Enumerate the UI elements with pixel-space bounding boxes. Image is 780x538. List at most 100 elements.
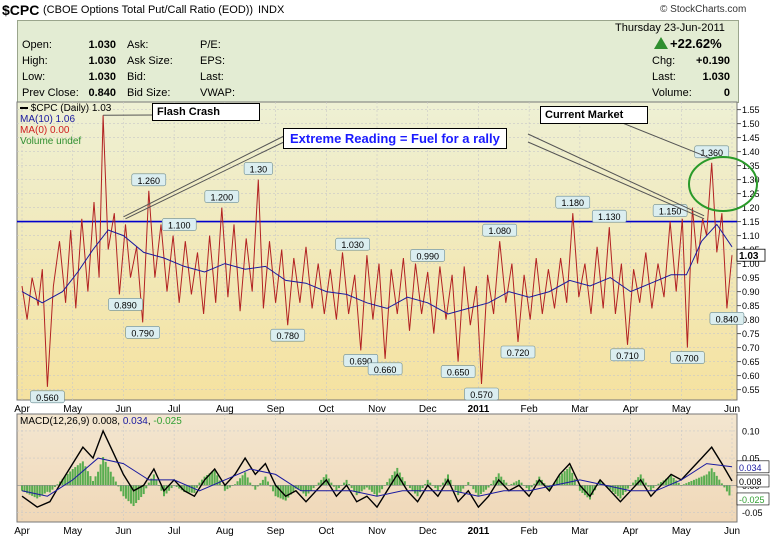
macd-xtick-label: 2011 (468, 526, 490, 537)
macd-histogram-bar (490, 483, 493, 486)
macd-histogram-bar (436, 485, 439, 491)
macd-histogram-bar (332, 485, 335, 487)
macd-line (21, 429, 733, 509)
macd-histogram-bar (578, 485, 581, 491)
price-ytick-label: 1.40 (742, 147, 760, 157)
macd-histogram-bar (459, 485, 462, 492)
flash-crash-callout: Flash Crash (152, 103, 260, 121)
macd-histogram-bar (621, 485, 624, 496)
macd-histogram-bar (444, 478, 447, 486)
eps-label: EPS: (200, 55, 226, 67)
macd-histogram-bar (378, 485, 381, 493)
low-label: Low: (22, 71, 46, 83)
macd-histogram-bar (408, 485, 411, 489)
macd-histogram-bar (670, 475, 673, 486)
macd-histogram-bar (99, 464, 102, 486)
macd-histogram-bar (302, 485, 305, 494)
macd-histogram-bar (355, 485, 358, 496)
macd-histogram-bar (477, 485, 480, 497)
value-label-box (464, 387, 499, 401)
macd-histogram-bar (117, 485, 120, 487)
extreme-pointer-left (125, 139, 289, 220)
macd-histogram-bar (223, 485, 226, 491)
macd-histogram-bar (609, 485, 612, 490)
macd-histogram-bar (492, 480, 495, 486)
macd-histogram-bar (363, 485, 366, 490)
macd-histogram-bar (500, 476, 503, 486)
price-xtick-label: Oct (319, 404, 335, 415)
price-xtick-label: Jun (724, 404, 740, 415)
macd-histogram-bar (454, 485, 457, 491)
price-ytick-label: 1.10 (742, 231, 760, 241)
macd-histogram-bar (672, 477, 675, 486)
macd-histogram-bar (728, 485, 731, 496)
ask-size-label: Ask Size: (127, 55, 173, 67)
value-label-box (482, 223, 518, 237)
macd-histogram-bar (533, 483, 536, 486)
value-label: 0.780 (276, 331, 299, 341)
macd-histogram-bar (310, 485, 313, 491)
price-legend: $CPC (Daily) 1.03 MA(10) 1.06 MA(0) 0.00… (20, 103, 111, 147)
high-value: 1.030 (88, 55, 116, 67)
macd-histogram-bar (426, 479, 429, 486)
last-value-box (736, 248, 766, 262)
price-ytick-label: 0.90 (742, 287, 760, 297)
watermark: © StockCharts.com (660, 4, 747, 15)
prev-close-value: 0.840 (88, 87, 116, 99)
macd-xtick-label: Feb (521, 526, 539, 537)
macd-histogram-bar (589, 485, 591, 500)
macd-histogram-bar (525, 485, 528, 489)
macd-histogram-bar (264, 476, 267, 486)
macd-histogram-bar (624, 485, 627, 492)
macd-histogram-bar (185, 485, 188, 493)
macd-histogram-bar (411, 485, 414, 491)
macd-last-box (736, 492, 770, 506)
change-percent: +22.62% (670, 36, 722, 51)
macd-histogram-bar (421, 485, 424, 489)
price-xtick-label: Feb (521, 404, 539, 415)
current-market-pointer (609, 117, 712, 160)
macd-histogram-bar (292, 485, 295, 492)
macd-histogram-bar (130, 485, 133, 504)
macd-histogram-bar (259, 483, 262, 486)
macd-histogram-bar (474, 485, 477, 493)
low-value: 1.030 (88, 71, 116, 83)
macd-histogram-bar (479, 485, 482, 495)
macd-histogram-bar (36, 485, 39, 499)
macd-legend-hist: -0.025 (153, 416, 182, 427)
macd-histogram-bar (282, 485, 285, 500)
macd-histogram-bar (657, 483, 660, 486)
macd-histogram-bar (599, 480, 602, 486)
price-ytick-label: 0.60 (742, 371, 760, 381)
legend-price: $CPC (Daily) 1.03 (20, 103, 111, 114)
price-ytick-label: 1.20 (742, 203, 760, 213)
macd-histogram-bar (188, 485, 191, 493)
macd-legend-sep: , (147, 416, 154, 427)
macd-histogram-bar (632, 482, 635, 486)
macd-histogram-bar (548, 485, 551, 490)
macd-histogram-bar (71, 469, 74, 486)
macd-histogram-bar (675, 480, 678, 486)
macd-histogram-bar (581, 485, 584, 493)
price-xtick-label: Aug (216, 404, 234, 415)
macd-histogram-bar (520, 482, 523, 486)
price-xtick-label: Dec (419, 404, 437, 415)
macd-histogram-bar (81, 461, 84, 486)
macd-histogram-bar (23, 485, 26, 493)
price-ytick-label: 1.25 (742, 189, 760, 199)
macd-histogram-bar (467, 482, 470, 486)
macd-histogram-bar (358, 485, 361, 494)
ma10-series-line (21, 223, 733, 315)
macd-histogram-bar (135, 485, 138, 504)
macd-histogram-bar (530, 485, 533, 488)
extreme-pointer-right-2 (527, 133, 705, 217)
macd-histogram-bar (563, 471, 566, 486)
macd-histogram-bar (142, 485, 145, 495)
macd-histogram-bar (376, 485, 378, 497)
value-label-box (30, 390, 65, 404)
macd-histogram-bar (228, 485, 231, 488)
macd-histogram-bar (715, 475, 718, 486)
macd-histogram-bar (195, 485, 198, 488)
macd-last-label: -0.025 (739, 495, 765, 505)
